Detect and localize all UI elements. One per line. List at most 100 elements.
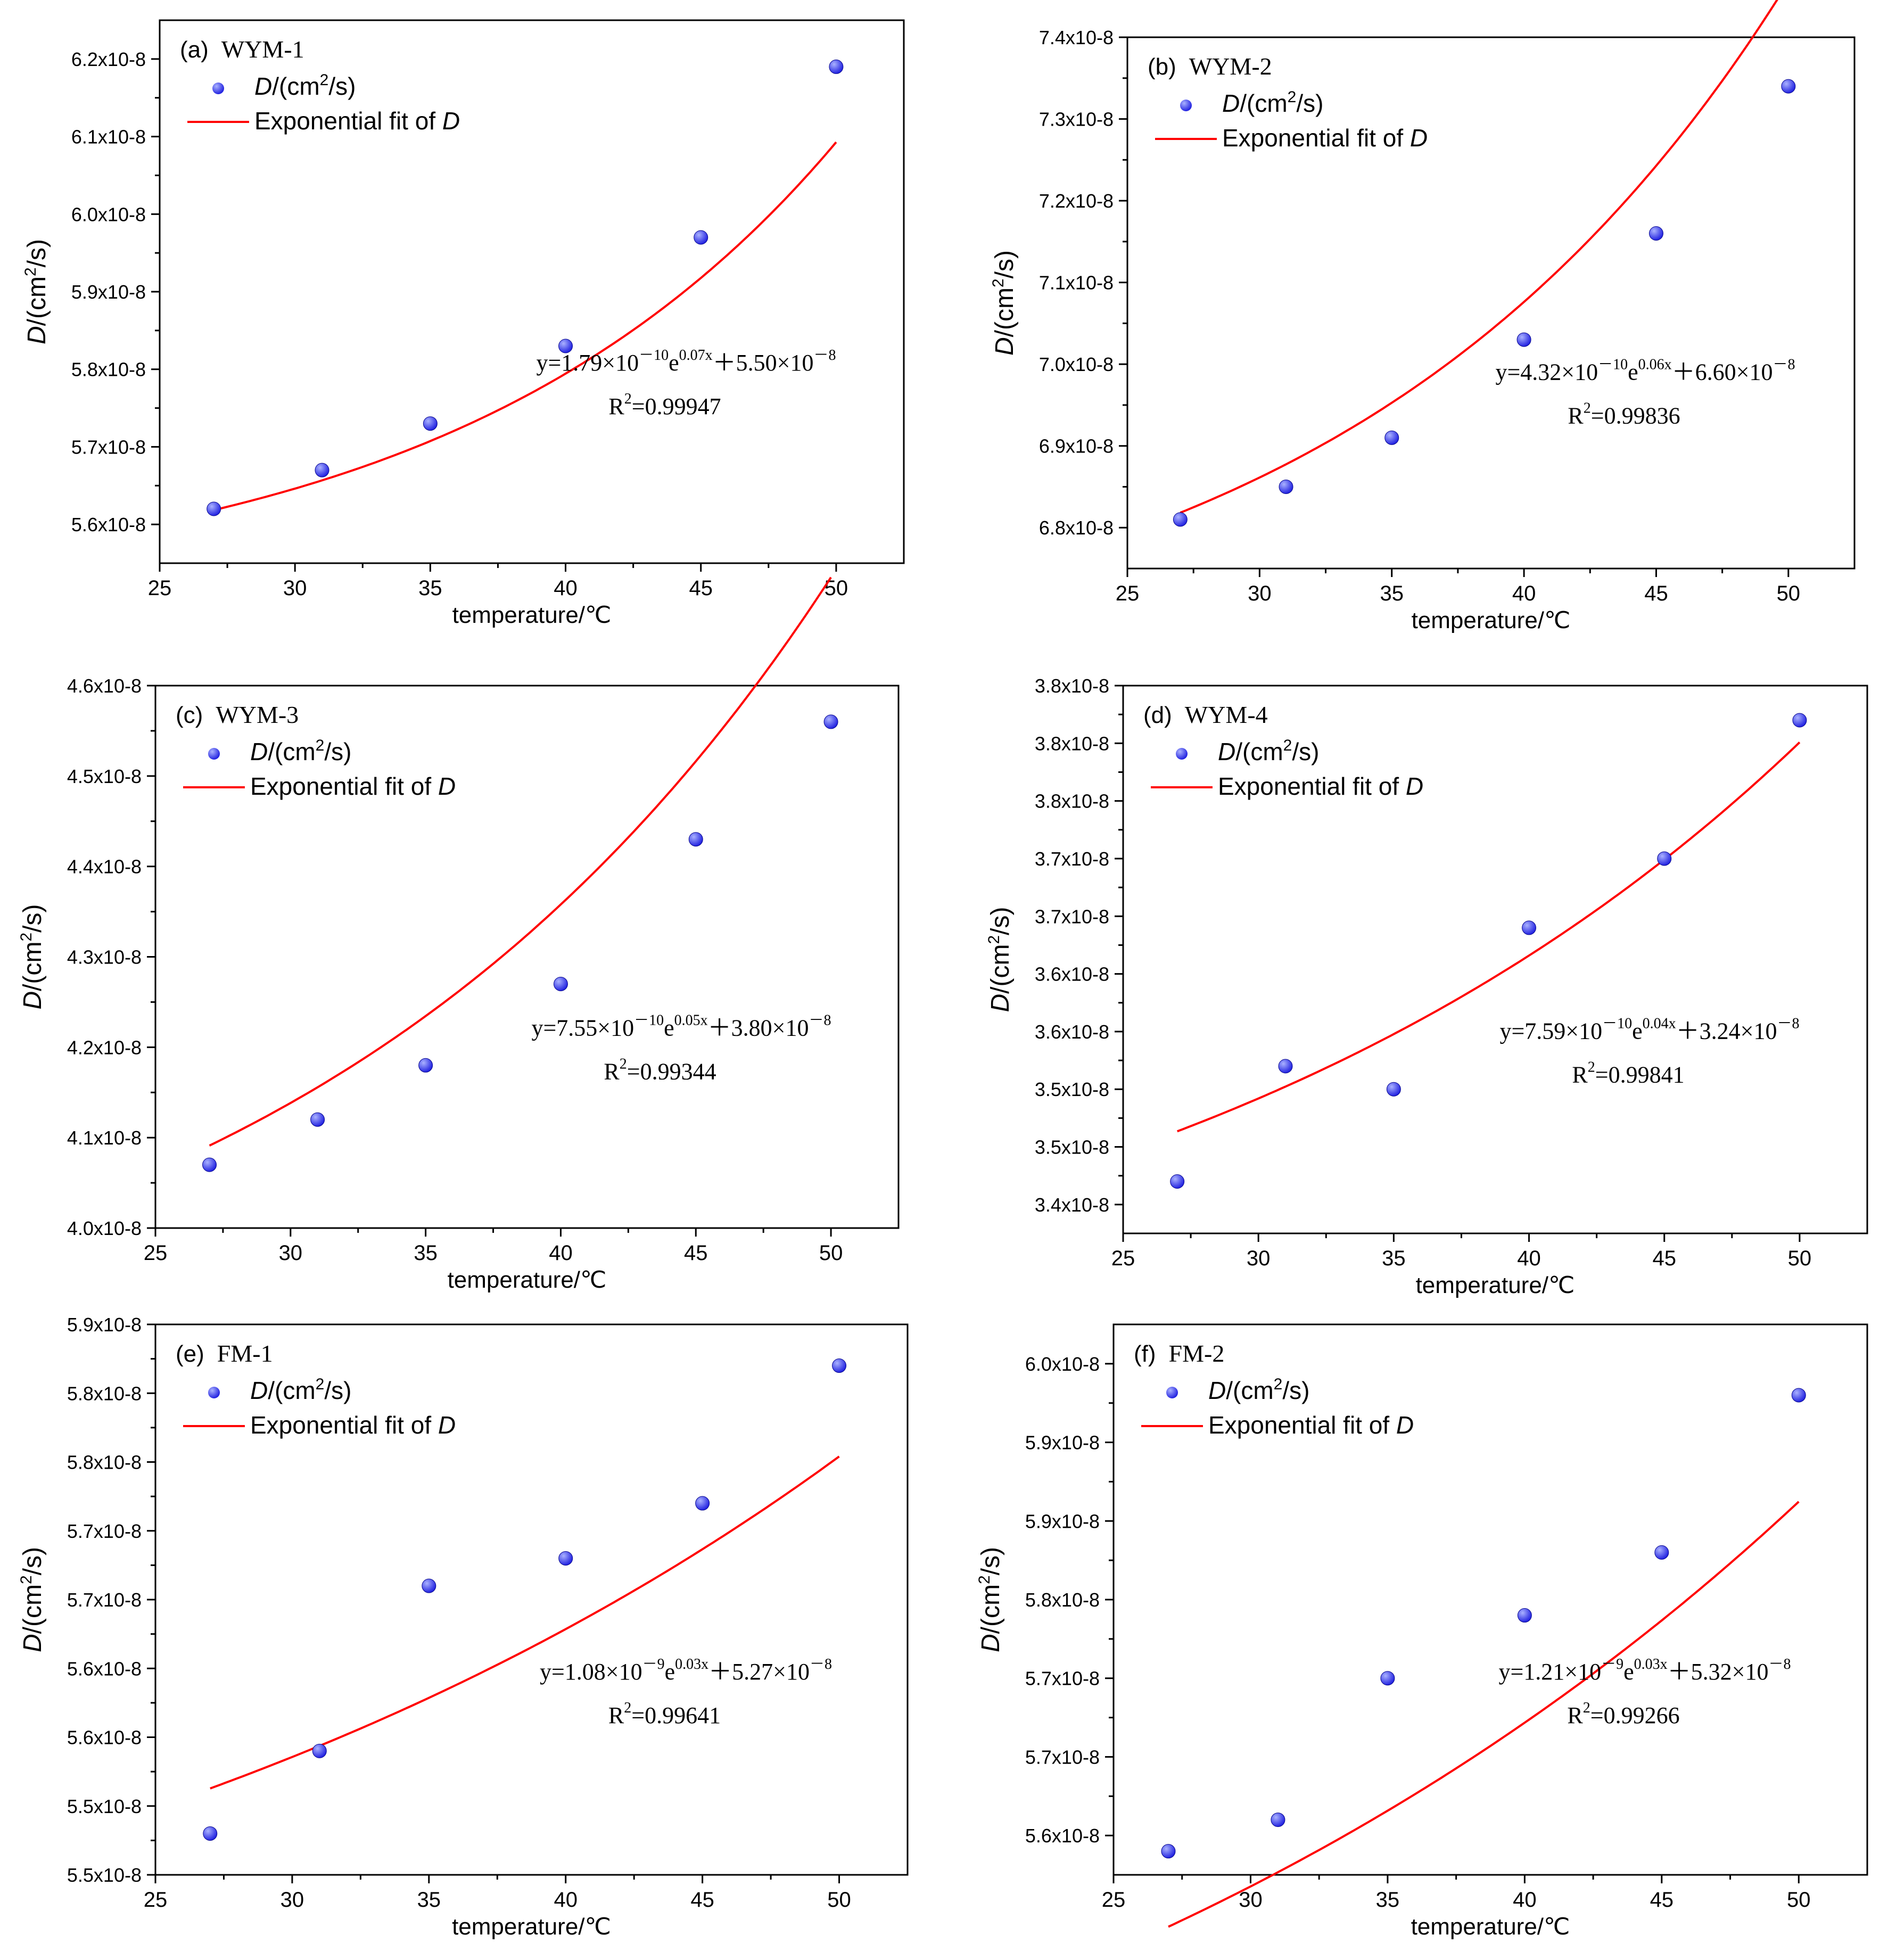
legend-fit-symbol: D <box>442 107 460 135</box>
legend-fit-text: Exponential fit of <box>250 772 438 800</box>
y-axis-label-unit: /(cm <box>19 942 47 991</box>
equation-exponent-3: －8 <box>810 1656 832 1673</box>
legend-superscript: 2 <box>316 1376 325 1393</box>
panel-title: (d) WYM-4 <box>1143 701 1268 728</box>
y-tick-label: 3.7x10-8 <box>1035 848 1109 870</box>
fit-curve <box>1168 1501 1800 1928</box>
y-tick-label: 4.4x10-8 <box>67 856 142 878</box>
y-tick-label: 3.6x10-8 <box>1035 1021 1109 1043</box>
x-tick-label: 50 <box>1787 1888 1811 1912</box>
sample-name: FM-2 <box>1169 1340 1225 1367</box>
legend-points-label: D/(cm2/s) <box>1208 1376 1309 1404</box>
y-tick-label: 5.7x10-8 <box>1025 1746 1100 1768</box>
y-tick-label: 5.7x10-8 <box>67 1589 142 1611</box>
data-point <box>422 1578 436 1593</box>
y-tick-label: 4.5x10-8 <box>67 765 142 787</box>
y-axis-label-superscript: 2 <box>22 267 39 276</box>
y-axis-label-symbol: D <box>19 991 47 1010</box>
y-tick-label: 7.1x10-8 <box>1039 272 1114 294</box>
x-axis-label: temperature/℃ <box>452 602 612 628</box>
data-point <box>1279 479 1293 494</box>
x-tick-label: 40 <box>554 577 578 600</box>
x-tick-label: 35 <box>1376 1888 1400 1912</box>
equation-constant: ＋3.80×10 <box>708 1015 809 1041</box>
legend-unit: /(cm <box>268 738 315 765</box>
x-tick-label: 45 <box>1644 582 1668 605</box>
y-tick-label: 3.5x10-8 <box>1035 1078 1109 1100</box>
x-tick-label: 50 <box>827 1888 851 1912</box>
x-tick-label: 40 <box>549 1241 573 1265</box>
y-axis-label-unit: /(cm <box>19 1584 47 1634</box>
y-tick-label: 5.9x10-8 <box>71 281 146 303</box>
x-tick-label: 50 <box>1777 582 1801 605</box>
x-axis-label: temperature/℃ <box>1411 1914 1570 1940</box>
data-point <box>207 501 221 516</box>
data-point <box>695 1496 710 1511</box>
y-tick-label: 5.6x10-8 <box>67 1727 142 1749</box>
data-point <box>1648 226 1663 241</box>
y-tick-label: 5.6x10-8 <box>1025 1825 1100 1847</box>
y-axis-label: D/(cm2/s) <box>22 239 51 344</box>
x-tick-label: 35 <box>417 1888 441 1912</box>
data-point <box>1781 79 1796 94</box>
legend-point-marker <box>208 748 220 760</box>
plot-frame <box>1126 36 1856 570</box>
legend-symbol: D <box>250 738 268 765</box>
sample-name: WYM-1 <box>221 36 304 63</box>
y-tick-label: 5.9x10-8 <box>1025 1510 1100 1532</box>
data-point <box>423 416 438 431</box>
x-axis-label: temperature/℃ <box>1412 607 1571 633</box>
y-tick-label: 5.9x10-8 <box>1025 1432 1100 1454</box>
x-tick-label: 30 <box>1247 1247 1271 1270</box>
legend-symbol: D <box>1208 1377 1226 1404</box>
r-squared: R2=0.99836 <box>1568 400 1680 429</box>
y-axis-label-superscript: 2 <box>985 935 1003 944</box>
legend-symbol: D <box>1222 89 1240 117</box>
x-tick-label: 40 <box>1517 1247 1541 1270</box>
fit-curve <box>213 141 837 512</box>
fit-curve <box>209 577 832 1147</box>
legend-fit-label: Exponential fit of D <box>250 772 456 800</box>
legend-fit-text: Exponential fit of <box>1218 772 1406 800</box>
fit-curve <box>210 1455 840 1790</box>
data-point <box>1161 1844 1176 1859</box>
panel-letter: (c) <box>176 702 203 728</box>
x-tick-label: 25 <box>144 1888 168 1912</box>
sample-name: FM-1 <box>217 1340 273 1367</box>
r2-superscript: 2 <box>624 1700 631 1716</box>
data-point <box>202 1157 217 1172</box>
panel-title: (b) WYM-2 <box>1148 53 1272 80</box>
y-tick-label: 3.8x10-8 <box>1035 790 1109 812</box>
y-tick-label: 5.7x10-8 <box>71 436 146 458</box>
y-tick-label: 4.3x10-8 <box>67 946 142 968</box>
r2-superscript: 2 <box>624 391 632 407</box>
legend-superscript: 2 <box>320 71 329 89</box>
x-tick-label: 45 <box>689 577 713 600</box>
legend-superscript: 2 <box>1288 88 1297 106</box>
legend-points-label: D/(cm2/s) <box>1222 88 1323 117</box>
panel-title: (f) FM-2 <box>1134 1340 1224 1367</box>
legend-fit-label: Exponential fit of D <box>254 107 460 135</box>
r2-value: =0.99836 <box>1591 403 1680 429</box>
data-point <box>418 1058 433 1073</box>
legend-superscript: 2 <box>1274 1376 1283 1393</box>
legend-unit: /(cm <box>1226 1377 1273 1404</box>
equation-constant: ＋5.50×10 <box>713 350 814 376</box>
y-axis-label-unit: /(cm <box>23 276 51 326</box>
data-point <box>1657 851 1672 866</box>
r2-value: =0.99266 <box>1590 1702 1680 1728</box>
r2-superscript: 2 <box>1584 400 1591 417</box>
y-axis-label-unit: /(cm <box>991 287 1019 337</box>
x-tick-label: 45 <box>1652 1247 1676 1270</box>
legend-unit: /(cm <box>268 1377 315 1404</box>
y-tick-label: 5.7x10-8 <box>67 1520 142 1542</box>
legend-superscript: 2 <box>316 737 325 754</box>
data-point <box>1654 1545 1669 1560</box>
y-axis-label: D/(cm2/s) <box>18 904 47 1010</box>
legend-unit-end: /s) <box>1296 89 1323 117</box>
x-tick-label: 35 <box>418 577 442 600</box>
equation-exponent-3: －8 <box>814 347 836 364</box>
equation-exponent-2: 0.03x <box>675 1656 708 1673</box>
equation-e: e <box>664 1015 674 1041</box>
equation-exponent-1: －10 <box>1598 357 1628 373</box>
